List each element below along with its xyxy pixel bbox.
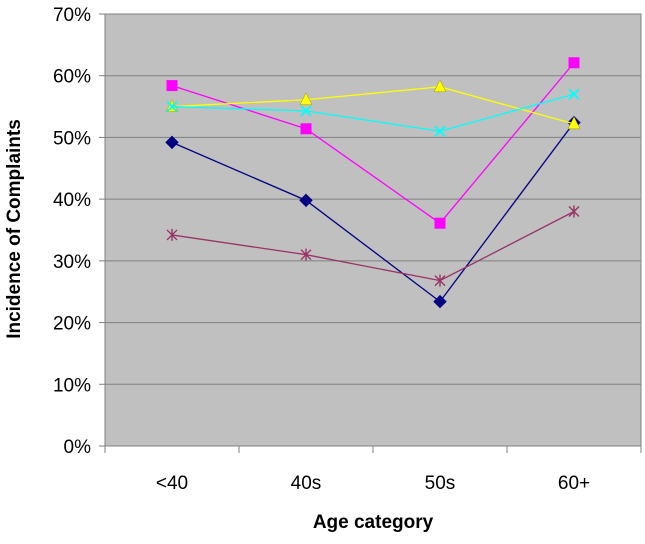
axes bbox=[99, 13, 642, 453]
tick-labels: 0% 10% 20% 30% 40% 50% 60% 70% <40 40s 50s 60+ bbox=[53, 5, 590, 494]
x-axis-title: Age category bbox=[313, 512, 434, 533]
y-tick-label: 70% bbox=[53, 5, 91, 26]
data-point bbox=[433, 294, 447, 309]
data-point bbox=[300, 123, 312, 135]
plot-area bbox=[104, 13, 642, 447]
data-point bbox=[434, 125, 446, 137]
series-1 bbox=[165, 115, 581, 309]
series-line bbox=[171, 86, 575, 125]
series-layer bbox=[165, 57, 581, 309]
data-point bbox=[568, 88, 580, 100]
data-point bbox=[568, 205, 580, 218]
data-point bbox=[434, 274, 446, 287]
series-2 bbox=[166, 57, 580, 229]
data-point bbox=[300, 105, 312, 117]
data-point bbox=[434, 217, 446, 229]
data-point bbox=[299, 193, 313, 208]
data-point bbox=[165, 135, 179, 150]
data-point bbox=[300, 248, 312, 261]
x-tick-label: <40 bbox=[156, 473, 188, 494]
series-line bbox=[171, 93, 575, 132]
data-point bbox=[567, 116, 581, 130]
series-4 bbox=[166, 88, 580, 137]
x-tick-label: 40s bbox=[291, 473, 322, 494]
data-point bbox=[433, 79, 447, 93]
data-point bbox=[166, 100, 178, 113]
series-line bbox=[171, 62, 575, 225]
y-tick-label: 60% bbox=[53, 67, 91, 88]
y-axis-title: Incidence of Complaints bbox=[4, 119, 25, 339]
gridlines bbox=[105, 13, 641, 385]
series-line bbox=[171, 122, 575, 303]
y-tick-label: 50% bbox=[53, 128, 91, 149]
data-point bbox=[299, 92, 313, 106]
x-tick-label: 50s bbox=[425, 473, 456, 494]
y-tick-label: 30% bbox=[53, 252, 91, 273]
y-tick-label: 20% bbox=[53, 314, 91, 335]
series-line bbox=[171, 210, 575, 282]
y-tick-label: 40% bbox=[53, 190, 91, 211]
y-tick-label: 10% bbox=[53, 375, 91, 396]
data-point bbox=[166, 80, 178, 92]
series-5 bbox=[166, 205, 580, 287]
y-tick-label: 0% bbox=[64, 437, 92, 458]
x-tick-label: 60+ bbox=[558, 473, 590, 494]
data-point bbox=[568, 57, 580, 69]
data-point bbox=[166, 228, 178, 241]
